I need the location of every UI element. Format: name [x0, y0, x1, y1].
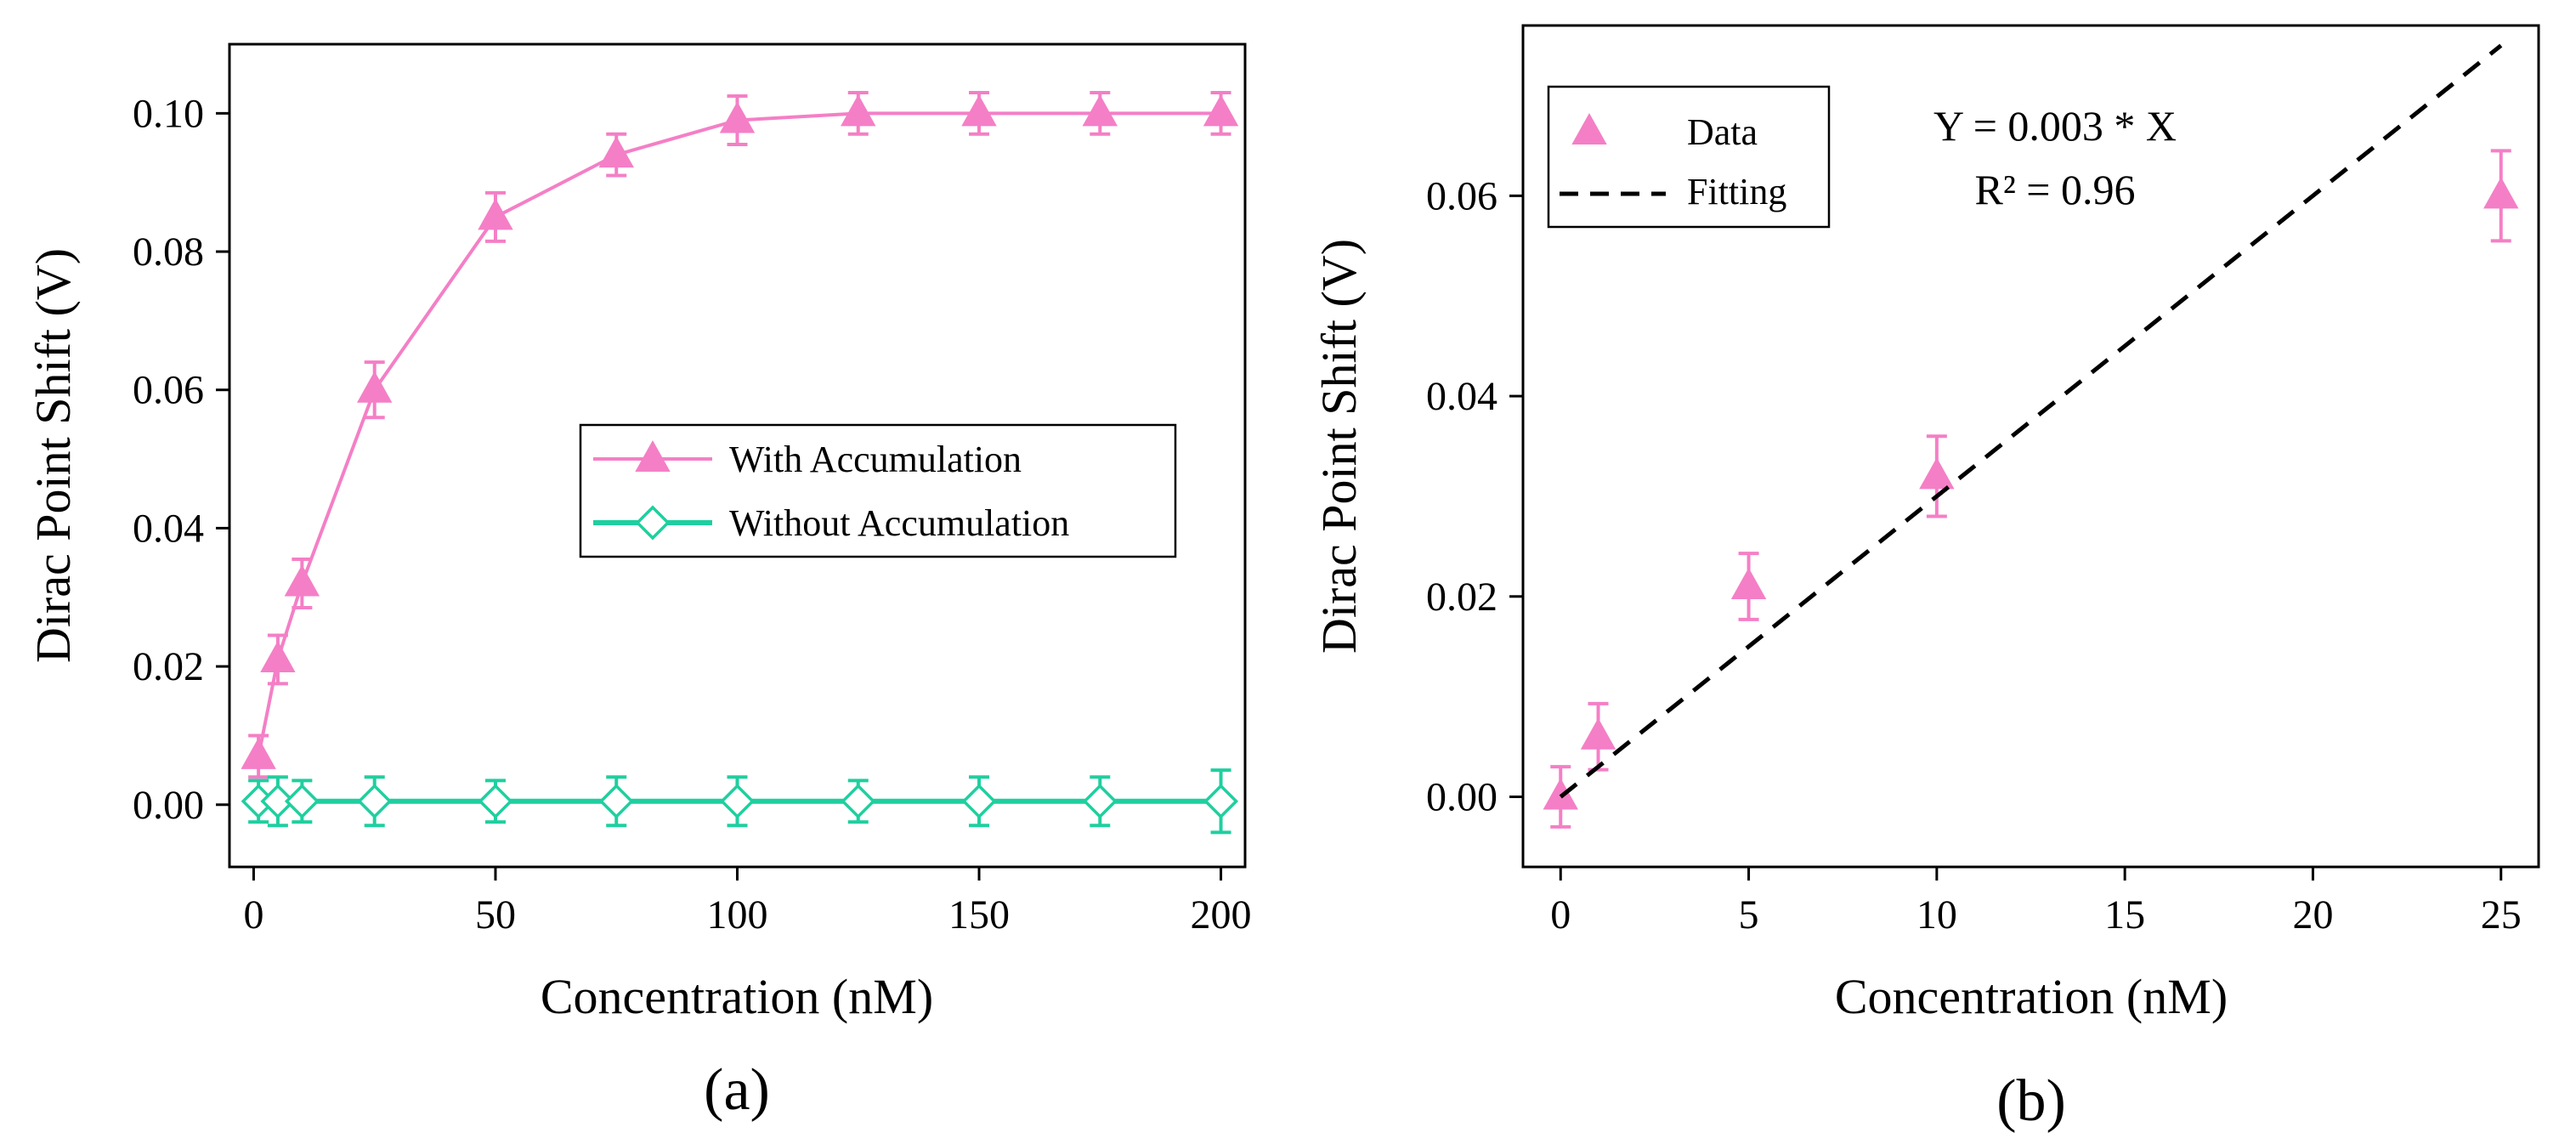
- b-ytick-label-0: 0.00: [1426, 775, 1497, 820]
- plot-frame-a: [228, 42, 1247, 869]
- legend-a: With Accumulation Without Accumulation: [579, 423, 1177, 558]
- x-axis-title-a: Concentration (nM): [541, 969, 933, 1024]
- a-series-1-point-7: [841, 784, 876, 819]
- b-series-0: [1543, 149, 2519, 829]
- a-series-1-point-9: [1082, 784, 1118, 819]
- b-series-0-point-1: [1580, 717, 1616, 750]
- a-xtick-label-2: 100: [707, 892, 768, 937]
- a-series-1-point-4: [478, 784, 513, 819]
- legend-box-a: [579, 423, 1177, 558]
- axis-ticks-b: [1509, 194, 2503, 881]
- a-xtick-label-3: 150: [948, 892, 1010, 937]
- a-xtick-label-4: 200: [1191, 892, 1252, 937]
- plot-frame-b: [1521, 24, 2540, 869]
- a-series-0-point-3: [357, 371, 393, 403]
- a-series-1-point-1: [260, 784, 296, 819]
- legend-marker-with: [635, 439, 671, 472]
- legend-triangle-data: [1571, 112, 1607, 144]
- b-xtick-label-4: 20: [2292, 892, 2333, 937]
- legend-box-b: [1547, 85, 1831, 229]
- legend-marker-data: [1571, 112, 1607, 144]
- b-xtick-label-5: 25: [2481, 892, 2522, 937]
- tick-labels-a: 0 50 100 150 200 0.00 0.02 0.04 0.06 0.08 0.10: [133, 91, 1252, 937]
- y-axis-title-b: Dirac Point Shift (V): [1311, 239, 1367, 654]
- a-series-0-point-8: [961, 94, 997, 127]
- a-series-0-point-6: [719, 101, 756, 133]
- tick-labels-b: 0 5 10 15 20 25 0.00 0.02 0.04 0.06: [1426, 173, 2522, 937]
- series-group-a: [241, 90, 1239, 835]
- legend-label-data: Data: [1687, 111, 1758, 153]
- a-series-0-point-1: [260, 640, 296, 672]
- a-series-1-point-6: [720, 784, 755, 819]
- a-series-1-point-10: [1203, 784, 1239, 819]
- b-ytick-label-2: 0.04: [1426, 374, 1497, 419]
- b-series-0-point-2: [1730, 567, 1767, 599]
- a-series-1-point-3: [357, 784, 393, 819]
- a-ytick-label-1: 0.02: [133, 644, 204, 689]
- fit-r-squared: R² = 0.96: [1974, 166, 2135, 213]
- b-xtick-label-0: 0: [1550, 892, 1571, 937]
- b-series-0-point-4: [2483, 177, 2519, 209]
- legend-label-with: With Accumulation: [729, 439, 1022, 480]
- b-xtick-label-1: 5: [1739, 892, 1759, 937]
- fit-equation: Y = 0.003 * X: [1933, 102, 2177, 150]
- a-series-0-point-5: [598, 136, 634, 168]
- b-series-1-fit-line: [1559, 43, 2503, 799]
- legend-label-without: Without Accumulation: [729, 502, 1069, 544]
- b-series-0-point-3: [1919, 457, 1955, 490]
- a-ytick-label-4: 0.08: [133, 229, 204, 275]
- a-ytick-label-5: 0.10: [133, 91, 204, 136]
- a-xtick-label-0: 0: [243, 892, 263, 937]
- b-ytick-label-1: 0.02: [1426, 575, 1497, 620]
- a-series-0-point-10: [1203, 94, 1239, 127]
- panel-label-a: (a): [704, 1057, 770, 1123]
- panel-label-b: (b): [1996, 1068, 2066, 1134]
- a-series-0-point-4: [478, 198, 513, 230]
- a-series-0-point-9: [1082, 94, 1118, 127]
- a-ytick-label-0: 0.00: [133, 783, 204, 828]
- a-series-0-point-0: [241, 737, 276, 769]
- a-ytick-label-2: 0.04: [133, 506, 204, 551]
- a-series-1-point-2: [284, 784, 320, 819]
- a-series-0-point-2: [284, 564, 320, 597]
- a-series-0-point-7: [841, 94, 876, 127]
- b-xtick-label-3: 15: [2104, 892, 2145, 937]
- series-group-b: [1543, 43, 2519, 829]
- legend-label-fitting: Fitting: [1687, 171, 1786, 212]
- a-series-1-point-8: [961, 784, 997, 819]
- b-series-1: [1559, 43, 2503, 799]
- legend-b: Data Fitting: [1547, 85, 1831, 229]
- a-series-1: [241, 768, 1239, 835]
- legend-triangle-with: [635, 439, 671, 472]
- chart-panel-b: 0 5 10 15 20 25 0.00 0.02 0.04 0.06 Concentration…: [1311, 24, 2540, 1134]
- b-ytick-label-3: 0.06: [1426, 173, 1497, 218]
- legend-marker-without: [635, 505, 671, 541]
- chart-panel-a: 0 50 100 150 200 0.00 0.02 0.04 0.06 0.08 0.10 Con…: [25, 42, 1252, 1123]
- x-axis-title-b: Concentration (nM): [1835, 969, 2228, 1024]
- a-series-1-point-5: [598, 784, 634, 819]
- a-xtick-label-1: 50: [475, 892, 516, 937]
- a-ytick-label-3: 0.06: [133, 368, 204, 413]
- axis-ticks-a: [216, 111, 1223, 881]
- a-series-0: [241, 90, 1239, 779]
- legend-diamond-without: [635, 505, 671, 541]
- y-axis-title-a: Dirac Point Shift (V): [25, 248, 81, 663]
- b-xtick-label-2: 10: [1916, 892, 1957, 937]
